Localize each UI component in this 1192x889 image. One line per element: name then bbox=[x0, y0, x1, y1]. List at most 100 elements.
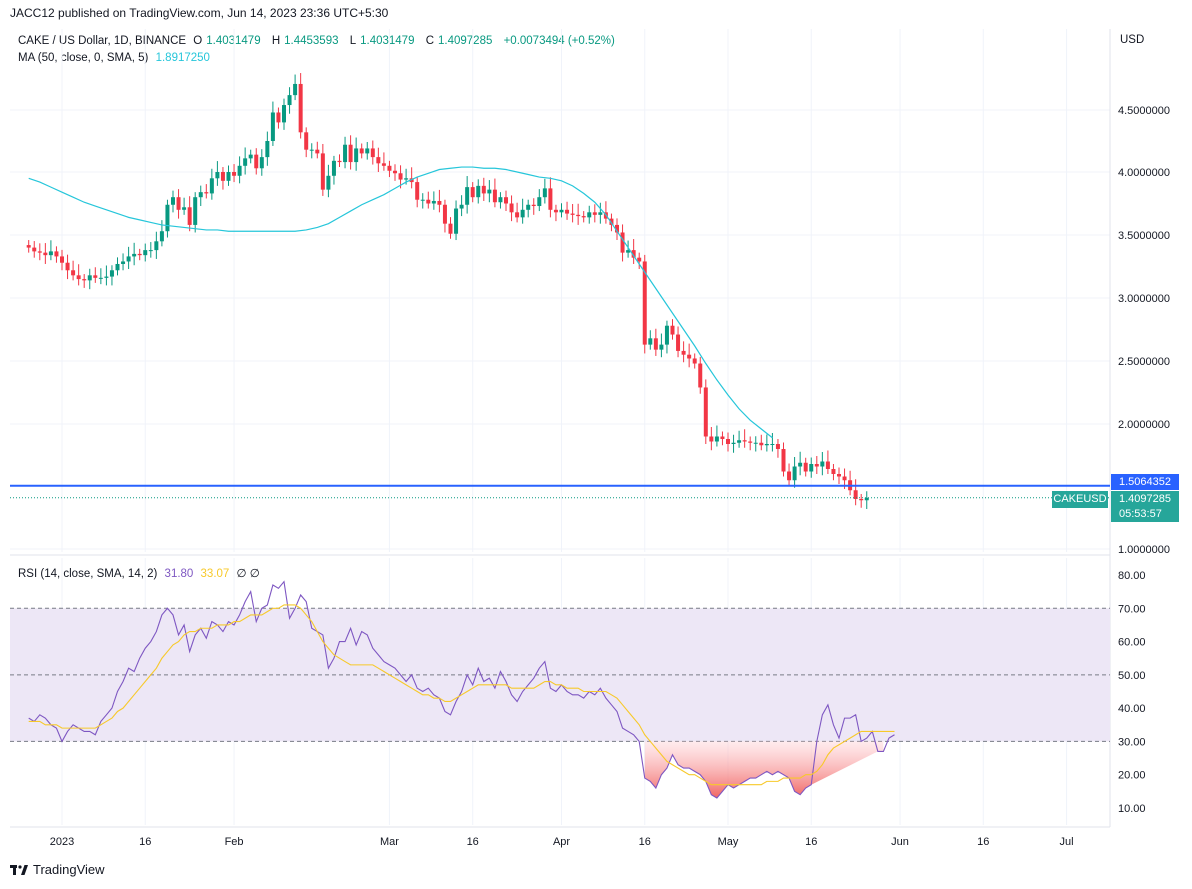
candle-body bbox=[65, 262, 70, 271]
candle-body bbox=[770, 444, 775, 445]
rsi-ma-value: 33.07 bbox=[200, 568, 230, 580]
candle-body bbox=[454, 208, 459, 234]
time-tick-label: Jul bbox=[1060, 836, 1074, 848]
ma-value: 1.8917250 bbox=[155, 52, 210, 64]
rsi-tick-label: 20.00 bbox=[1118, 770, 1146, 782]
candle-body bbox=[509, 203, 514, 213]
candle-body bbox=[676, 334, 681, 351]
candle-body bbox=[82, 279, 87, 281]
rsi-value: 31.80 bbox=[164, 568, 194, 580]
candle-body bbox=[154, 241, 159, 251]
ma-legend: MA (50, close, 0, SMA, 5) 1.8917250 bbox=[18, 52, 214, 64]
candle-body bbox=[842, 476, 847, 481]
rsi-oversold-fill bbox=[644, 741, 884, 799]
candle-body bbox=[304, 132, 309, 150]
footer-brand[interactable]: TradingView bbox=[10, 862, 105, 877]
candle-body bbox=[726, 439, 730, 444]
candle-body bbox=[670, 325, 675, 335]
candle-body bbox=[537, 197, 542, 207]
candle-body bbox=[548, 188, 553, 210]
candle-body bbox=[864, 497, 869, 501]
candle-body bbox=[248, 154, 253, 159]
candle-body bbox=[504, 197, 508, 204]
candle-body bbox=[581, 216, 586, 218]
candle-body bbox=[448, 223, 453, 234]
rsi-tick-label: 60.00 bbox=[1118, 637, 1146, 649]
candle-body bbox=[393, 170, 397, 174]
candle-body bbox=[226, 172, 231, 181]
time-tick-label: 2023 bbox=[50, 836, 74, 848]
time-tick-label: 16 bbox=[467, 836, 479, 848]
candle-body bbox=[570, 213, 575, 215]
candle-body bbox=[681, 350, 686, 355]
candle-body bbox=[76, 275, 81, 280]
candle-body bbox=[176, 197, 181, 210]
candle-body bbox=[254, 154, 259, 169]
price-tick-label: 3.5000000 bbox=[1118, 230, 1170, 242]
candle-body bbox=[43, 252, 48, 256]
candle-body bbox=[798, 462, 803, 467]
candle-body bbox=[470, 187, 475, 198]
candle-body bbox=[709, 436, 714, 442]
candle-body bbox=[587, 212, 592, 218]
candle-body bbox=[731, 442, 736, 444]
candle-body bbox=[553, 209, 558, 213]
tradingview-logo-icon bbox=[10, 864, 28, 875]
candle-body bbox=[60, 256, 64, 263]
candle-body bbox=[287, 95, 292, 106]
candle-body bbox=[26, 245, 31, 248]
time-tick-label: 16 bbox=[639, 836, 651, 848]
candle-body bbox=[243, 158, 248, 166]
candle-body bbox=[209, 178, 214, 194]
countdown-label: 05:53:57 bbox=[1119, 508, 1162, 520]
symbol-tag: CAKEUSD bbox=[1052, 491, 1108, 508]
candle-body bbox=[381, 163, 386, 166]
candle-body bbox=[703, 387, 708, 437]
rsi-tick-label: 80.00 bbox=[1118, 570, 1146, 582]
candle-body bbox=[309, 149, 314, 151]
candle-body bbox=[492, 189, 497, 203]
symbol-title: CAKE / US Dollar, 1D, BINANCE bbox=[18, 35, 187, 47]
price-tick-label: 1.0000000 bbox=[1118, 544, 1170, 556]
candle-body bbox=[159, 231, 164, 242]
candle-body bbox=[642, 261, 647, 345]
rsi-chart: 10.00 20.00 30.00 40.00 50.00 60.00 70.00 80.00 bbox=[10, 570, 1146, 815]
candle-body bbox=[637, 257, 642, 262]
candle-body bbox=[98, 277, 103, 279]
rsi-label: RSI (14, close, SMA, 14, 2) bbox=[18, 568, 158, 580]
candle-body bbox=[859, 499, 864, 501]
candle-body bbox=[348, 144, 353, 163]
brand-name: TradingView bbox=[33, 862, 105, 877]
time-tick-label: 16 bbox=[805, 836, 817, 848]
rsi-tick-label: 30.00 bbox=[1118, 736, 1146, 748]
candle-body bbox=[32, 247, 37, 252]
candle-body bbox=[282, 105, 286, 123]
ma-line bbox=[28, 166, 773, 439]
time-tick-label: Feb bbox=[225, 836, 244, 848]
candle-body bbox=[465, 187, 470, 205]
ohlc-low: L 1.4031479 bbox=[349, 35, 415, 47]
candle-body bbox=[837, 474, 841, 477]
time-tick-label: Mar bbox=[380, 836, 399, 848]
candle-body bbox=[87, 275, 92, 281]
candle-body bbox=[365, 148, 370, 154]
candle-body bbox=[109, 270, 114, 277]
candle-body bbox=[759, 442, 764, 446]
rsi-legend: RSI (14, close, SMA, 14, 2) 31.80 33.07 … bbox=[18, 566, 264, 580]
candle-body bbox=[204, 192, 209, 194]
candle-body bbox=[742, 440, 747, 442]
time-tick-label: 16 bbox=[139, 836, 151, 848]
candle-body bbox=[620, 232, 625, 253]
candle-body bbox=[809, 464, 814, 472]
time-tick-label: 16 bbox=[977, 836, 989, 848]
rsi-extra: ∅ ∅ bbox=[236, 568, 260, 580]
candle-body bbox=[792, 466, 797, 481]
publish-info: JACC12 published on TradingView.com, Jun… bbox=[10, 6, 389, 20]
candle-body bbox=[148, 250, 153, 252]
candle-body bbox=[237, 165, 242, 176]
candle-body bbox=[54, 251, 59, 257]
candle-body bbox=[598, 212, 603, 215]
price-tick-label: 2.0000000 bbox=[1118, 419, 1170, 431]
rsi-tick-label: 50.00 bbox=[1118, 670, 1146, 682]
